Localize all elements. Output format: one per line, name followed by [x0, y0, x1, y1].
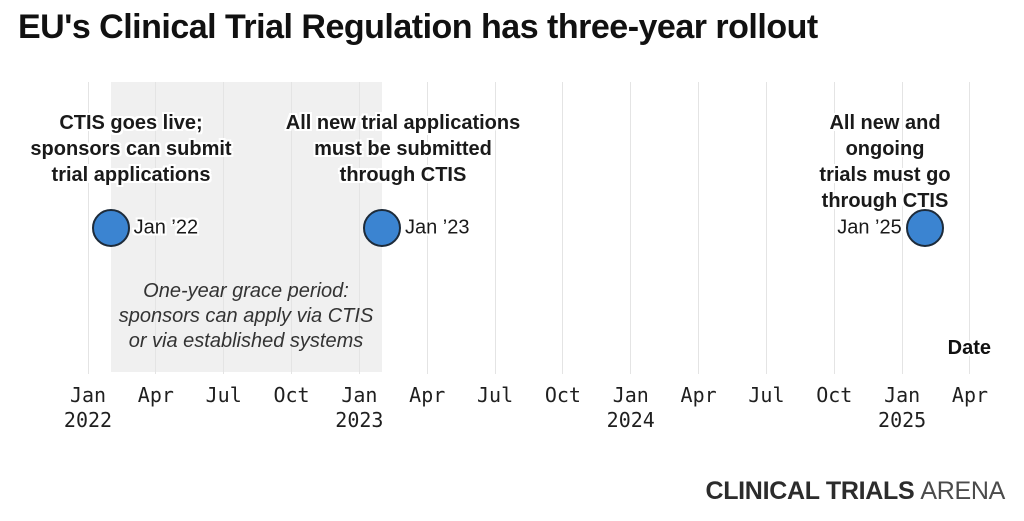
- gridline: [87, 82, 89, 374]
- brand-logo: CLINICAL TRIALS ARENA: [705, 477, 1005, 506]
- brand-name-light: ARENA: [920, 477, 1005, 505]
- x-axis-label: Date: [947, 337, 991, 359]
- gridline: [223, 82, 225, 374]
- tick-label: Jan: [884, 383, 921, 407]
- tick-label: Apr: [951, 383, 989, 407]
- milestone-marker: [362, 209, 401, 247]
- gridline: [969, 82, 971, 374]
- milestone-annotation: All new and ongoing trials must go throu…: [819, 112, 951, 212]
- tick-label: Jan: [341, 383, 378, 407]
- tick-label: Apr: [409, 383, 446, 407]
- tick-label: Jul: [205, 383, 242, 407]
- milestone-marker: [905, 209, 944, 247]
- brand-name-bold: CLINICAL TRIALS: [705, 477, 915, 505]
- milestone-date-label: Jan ’22: [133, 216, 199, 239]
- gridline: [291, 82, 293, 374]
- gridline: [765, 82, 767, 374]
- milestone-marker: [91, 209, 130, 247]
- tick-year-label: 2022: [63, 408, 113, 432]
- tick-year-label: 2023: [335, 408, 384, 432]
- gridline: [358, 82, 360, 374]
- tick-label: Jul: [748, 383, 785, 407]
- tick-label: Jan: [612, 383, 649, 407]
- tick-label: Oct: [273, 383, 310, 407]
- milestone-date-label: Jan ’25: [837, 216, 902, 239]
- tick-label: Jan: [69, 383, 107, 407]
- tick-year-label: 2025: [878, 408, 927, 432]
- milestone-date-label: Jan ’23: [404, 216, 470, 239]
- gridline: [630, 82, 632, 374]
- gridline: [494, 82, 496, 374]
- gridline: [562, 82, 564, 374]
- tick-label: Oct: [816, 383, 853, 407]
- tick-label: Apr: [680, 383, 717, 407]
- grace-period-label: One-year grace period: sponsors can appl…: [118, 280, 374, 352]
- milestone-annotation: All new trial applications must be submi…: [285, 112, 521, 186]
- tick-label: Apr: [137, 383, 174, 407]
- gridline: [426, 82, 428, 374]
- gridline: [698, 82, 700, 374]
- gridline: [155, 82, 157, 374]
- milestone-annotation: CTIS goes live; sponsors can submit tria…: [30, 112, 232, 186]
- gridline: [833, 82, 835, 374]
- tick-label: Oct: [544, 383, 581, 407]
- tick-year-label: 2024: [606, 408, 655, 432]
- chart-title: EU's Clinical Trial Regulation has three…: [18, 8, 818, 46]
- tick-label: Jul: [477, 383, 514, 407]
- gridline: [901, 82, 903, 374]
